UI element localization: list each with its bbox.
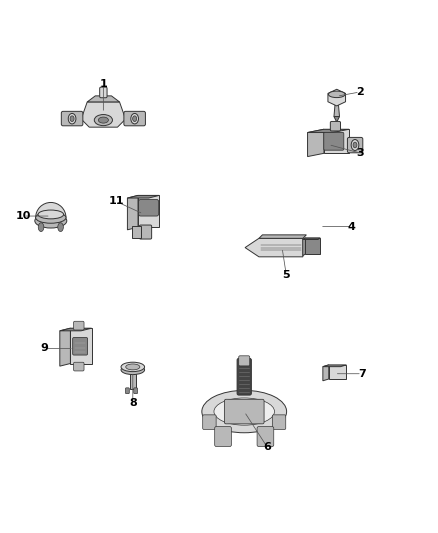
Ellipse shape <box>68 114 76 124</box>
Ellipse shape <box>133 116 137 122</box>
FancyBboxPatch shape <box>237 358 251 395</box>
Text: 11: 11 <box>108 196 124 206</box>
FancyBboxPatch shape <box>272 415 286 430</box>
FancyBboxPatch shape <box>100 87 107 98</box>
FancyBboxPatch shape <box>134 388 138 394</box>
Wedge shape <box>35 203 66 217</box>
Ellipse shape <box>126 364 140 370</box>
Polygon shape <box>138 196 159 227</box>
FancyBboxPatch shape <box>215 426 231 447</box>
Ellipse shape <box>353 142 357 148</box>
Polygon shape <box>307 130 324 157</box>
Polygon shape <box>127 196 159 198</box>
Polygon shape <box>132 227 141 238</box>
Text: 10: 10 <box>16 211 31 221</box>
Ellipse shape <box>214 398 275 425</box>
FancyBboxPatch shape <box>203 415 216 430</box>
Polygon shape <box>324 130 349 154</box>
Ellipse shape <box>121 362 145 372</box>
Text: 4: 4 <box>347 222 355 231</box>
Ellipse shape <box>202 390 286 433</box>
Text: 8: 8 <box>129 398 137 408</box>
Ellipse shape <box>38 210 64 219</box>
FancyBboxPatch shape <box>257 426 274 447</box>
Ellipse shape <box>351 140 359 150</box>
Polygon shape <box>305 238 320 254</box>
Polygon shape <box>130 372 136 389</box>
Ellipse shape <box>35 214 67 228</box>
Polygon shape <box>328 89 346 106</box>
FancyBboxPatch shape <box>124 111 145 126</box>
Polygon shape <box>60 328 92 331</box>
FancyBboxPatch shape <box>347 138 363 153</box>
FancyBboxPatch shape <box>73 337 88 355</box>
Ellipse shape <box>98 117 109 123</box>
Ellipse shape <box>94 115 113 126</box>
Ellipse shape <box>131 114 138 124</box>
FancyBboxPatch shape <box>139 225 152 239</box>
Text: 7: 7 <box>358 369 366 379</box>
Polygon shape <box>329 365 346 379</box>
FancyBboxPatch shape <box>125 388 129 394</box>
Polygon shape <box>60 328 71 366</box>
Polygon shape <box>323 365 329 381</box>
FancyBboxPatch shape <box>324 132 344 150</box>
FancyBboxPatch shape <box>61 111 83 126</box>
Ellipse shape <box>70 116 74 122</box>
Polygon shape <box>323 365 346 367</box>
Ellipse shape <box>58 223 64 231</box>
Polygon shape <box>334 117 339 122</box>
Ellipse shape <box>121 365 145 375</box>
Polygon shape <box>127 196 138 230</box>
Polygon shape <box>334 101 339 117</box>
Polygon shape <box>87 96 120 102</box>
Text: 3: 3 <box>356 148 364 158</box>
Polygon shape <box>245 238 303 257</box>
Text: 9: 9 <box>41 343 49 353</box>
Text: 1: 1 <box>99 78 107 88</box>
FancyBboxPatch shape <box>74 362 84 371</box>
Ellipse shape <box>38 223 44 231</box>
Ellipse shape <box>328 91 345 98</box>
FancyBboxPatch shape <box>224 399 264 424</box>
Polygon shape <box>81 102 126 127</box>
FancyBboxPatch shape <box>330 122 340 131</box>
Text: 2: 2 <box>356 87 364 97</box>
Text: 6: 6 <box>263 442 271 453</box>
Ellipse shape <box>35 212 66 223</box>
FancyBboxPatch shape <box>74 321 84 330</box>
FancyBboxPatch shape <box>138 199 159 216</box>
Polygon shape <box>71 328 92 364</box>
Text: 5: 5 <box>283 270 290 280</box>
Polygon shape <box>307 130 349 133</box>
Polygon shape <box>303 238 320 239</box>
Polygon shape <box>259 235 306 238</box>
FancyBboxPatch shape <box>239 356 250 366</box>
Polygon shape <box>303 238 305 256</box>
